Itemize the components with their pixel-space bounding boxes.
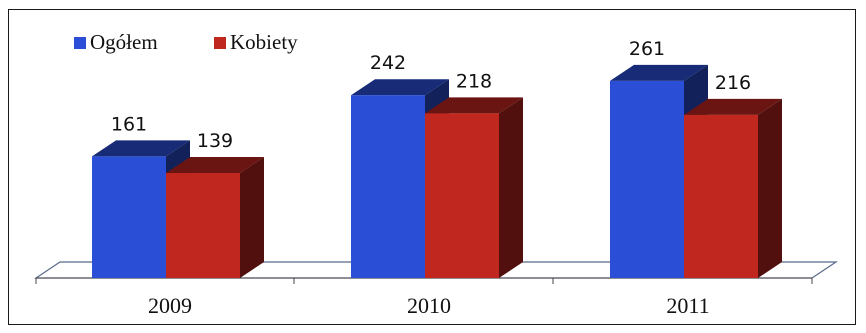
bar-kobiety-2009 (166, 157, 264, 278)
x-tick-label-2011: 2011 (666, 293, 709, 318)
data-label-kobiety-2009: 139 (197, 130, 233, 152)
legend-item-ogolem: Ogółem (74, 30, 158, 54)
bars-layer (92, 64, 782, 278)
bar-top-face (425, 97, 523, 114)
data-label-ogolem-2009: 161 (111, 113, 147, 135)
bar-front-face (351, 95, 425, 278)
x-axis-ticks: 2009 2010 2011 (35, 278, 813, 318)
legend: Ogółem Kobiety (74, 30, 298, 54)
bar-side-face (758, 98, 782, 278)
x-tick-label-2010: 2010 (407, 293, 451, 318)
data-labels-layer: 161 139 242 218 261 216 (111, 38, 751, 152)
bar-kobiety-2010 (425, 97, 523, 278)
data-label-ogolem-2011: 261 (629, 38, 665, 60)
bar-top-face (351, 79, 449, 96)
bar-front-face (610, 80, 684, 278)
data-label-kobiety-2010: 218 (456, 70, 492, 92)
legend-swatch (74, 37, 86, 49)
bar-front-face (92, 156, 166, 278)
legend-swatch (214, 37, 226, 49)
bar-top-face (92, 140, 190, 157)
bar-front-face (684, 114, 758, 278)
bar-top-face (610, 64, 708, 81)
bar-top-face (166, 157, 264, 174)
x-tick-label-2009: 2009 (148, 293, 192, 318)
legend-label: Ogółem (90, 30, 158, 54)
bar-side-face (240, 157, 264, 278)
legend-label: Kobiety (230, 30, 298, 54)
bar-side-face (499, 97, 523, 278)
bar-front-face (166, 173, 240, 278)
bar-front-face (425, 113, 499, 278)
data-label-ogolem-2010: 242 (370, 52, 406, 74)
bar-top-face (684, 98, 782, 115)
legend-item-kobiety: Kobiety (214, 30, 298, 54)
bar-kobiety-2011 (684, 98, 782, 278)
data-label-kobiety-2011: 216 (715, 72, 751, 94)
